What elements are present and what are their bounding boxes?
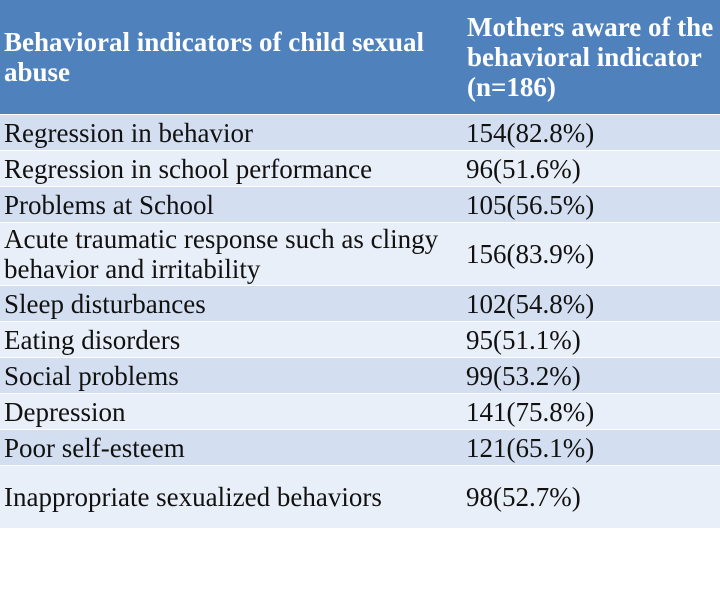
indicator-cell: Regression in behavior — [0, 114, 463, 151]
indicator-cell: Sleep disturbances — [0, 285, 463, 322]
table-row: Acute traumatic response such as clingy … — [0, 222, 720, 286]
header-row: Behavioral indicators of child sexual ab… — [0, 0, 720, 115]
indicator-cell: Regression in school performance — [0, 150, 463, 187]
table-row: Poor self-esteem 121(65.1%) — [0, 429, 720, 466]
awareness-value-cell: 98(52.7%) — [463, 465, 720, 528]
table-row: Regression in school performance 96(51.6%… — [0, 150, 720, 187]
table-body: Regression in behavior 154(82.8%) Regressi… — [0, 114, 720, 528]
indicator-cell: Inappropriate sexualized behaviors — [0, 465, 463, 528]
table-row: Inappropriate sexualized behaviors 98(52.… — [0, 465, 720, 528]
awareness-value-cell: 95(51.1%) — [463, 321, 720, 358]
table-header: Behavioral indicators of child sexual ab… — [0, 0, 720, 115]
awareness-value-cell: 105(56.5%) — [463, 186, 720, 223]
header-indicator: Behavioral indicators of child sexual ab… — [0, 0, 463, 115]
awareness-value-cell: 96(51.6%) — [463, 150, 720, 187]
table-row: Social problems 99(53.2%) — [0, 357, 720, 394]
indicator-cell: Acute traumatic response such as clingy … — [0, 222, 463, 286]
indicator-cell: Depression — [0, 393, 463, 430]
table-row: Eating disorders 95(51.1%) — [0, 321, 720, 358]
indicator-cell: Eating disorders — [0, 321, 463, 358]
header-mothers-aware: Mothers aware of the behavioral indicato… — [463, 0, 720, 115]
awareness-value-cell: 102(54.8%) — [463, 285, 720, 322]
awareness-value-cell: 141(75.8%) — [463, 393, 720, 430]
indicator-cell: Problems at School — [0, 186, 463, 223]
indicator-cell: Poor self-esteem — [0, 429, 463, 466]
awareness-value-cell: 156(83.9%) — [463, 222, 720, 286]
awareness-value-cell: 154(82.8%) — [463, 114, 720, 151]
table-row: Depression 141(75.8%) — [0, 393, 720, 430]
indicators-table: Behavioral indicators of child sexual ab… — [0, 0, 720, 528]
indicator-cell: Social problems — [0, 357, 463, 394]
table-row: Problems at School 105(56.5%) — [0, 186, 720, 223]
awareness-value-cell: 121(65.1%) — [463, 429, 720, 466]
table-row: Regression in behavior 154(82.8%) — [0, 114, 720, 151]
awareness-value-cell: 99(53.2%) — [463, 357, 720, 394]
table-row: Sleep disturbances 102(54.8%) — [0, 285, 720, 322]
